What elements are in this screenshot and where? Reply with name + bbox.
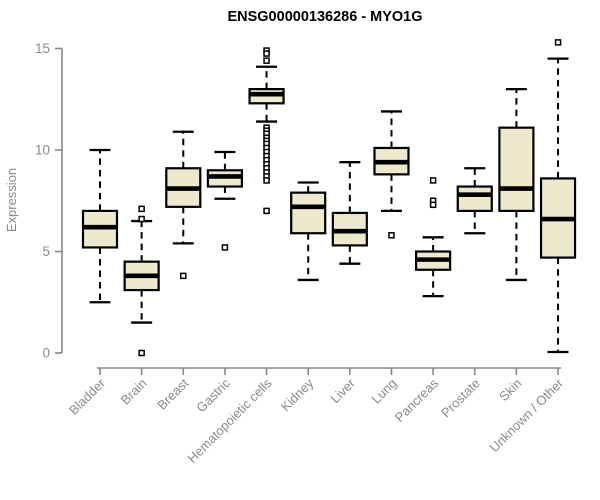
x-tick-label: Kidney: [278, 375, 317, 414]
boxplot-skin: [498, 87, 535, 282]
boxplot-brain: [123, 205, 160, 357]
outlier-point: [429, 201, 437, 209]
x-tick-label: Unknown / Other: [487, 375, 567, 455]
outlier-point: [180, 272, 187, 280]
boxplot-pancreas: [415, 177, 452, 298]
boxplot-unknown-other: [539, 39, 577, 354]
y-tick-label: 5: [42, 244, 50, 259]
outlier-point: [221, 244, 229, 251]
x-tick-label: Pancreas: [392, 375, 442, 425]
outlier-point: [263, 57, 270, 64]
x-tick-label: Bladder: [66, 375, 109, 418]
boxplot-liver: [331, 161, 368, 265]
boxplot-lung: [373, 110, 410, 239]
y-axis: 0 5 10 15 Expression: [4, 41, 63, 361]
boxplot-hematopoietic-cells: [248, 47, 285, 215]
outlier-point: [138, 215, 145, 223]
iqr-box: [456, 185, 493, 212]
outlier-point: [138, 349, 145, 357]
iqr-box: [290, 191, 327, 235]
outlier-point: [138, 205, 145, 213]
chart-title: ENSG00000136286 - MYO1G: [227, 9, 422, 25]
outlier-point: [263, 207, 270, 215]
outlier-point: [554, 39, 562, 46]
outlier-point: [263, 177, 270, 184]
boxplot-breast: [165, 130, 202, 280]
boxplot-bladder: [81, 148, 119, 304]
x-tick-label: Breast: [154, 375, 191, 412]
x-tick-label: Liver: [327, 375, 358, 406]
plot-area: 0 5 10 15 Expression Bladder Brain Breast Gastri…: [4, 39, 577, 466]
outlier-point: [429, 177, 437, 184]
boxplot-gastric: [206, 150, 244, 251]
iqr-box: [498, 126, 535, 213]
y-axis-title: Expression: [4, 168, 19, 232]
x-tick-label: Gastric: [193, 375, 233, 415]
x-tick-label: Prostate: [438, 376, 483, 421]
x-tick-label: Brain: [118, 376, 150, 408]
boxplot-kidney: [290, 181, 327, 282]
outlier-point: [263, 50, 270, 57]
y-tick-label: 10: [35, 143, 50, 158]
y-tick-label: 15: [35, 41, 50, 56]
x-tick-label: Skin: [496, 376, 524, 404]
y-tick-label: 0: [42, 346, 50, 361]
x-tick-label: Lung: [369, 376, 400, 407]
boxplot-prostate: [456, 167, 493, 235]
outlier-point: [388, 232, 395, 239]
